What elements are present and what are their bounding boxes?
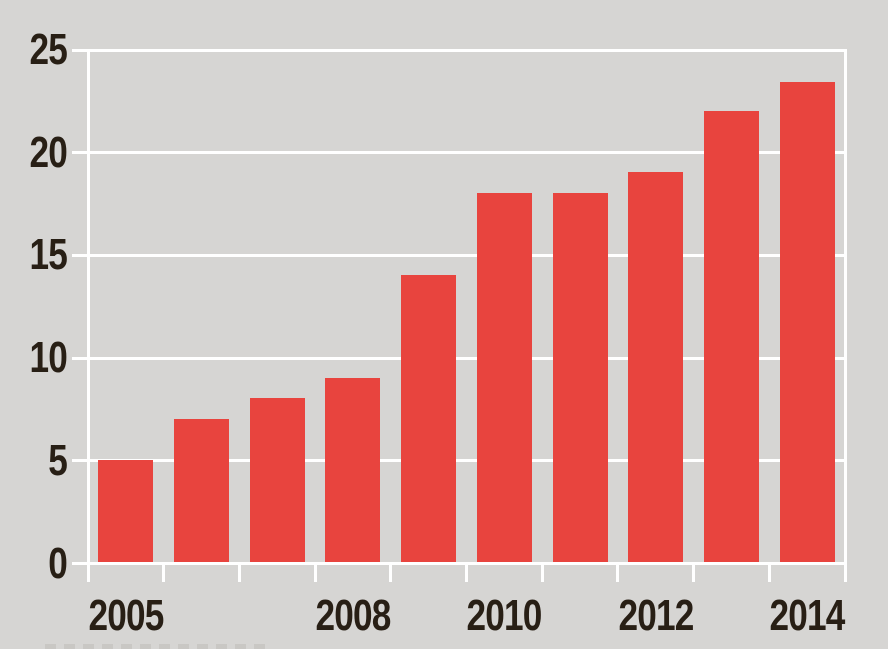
x-axis-tick-mark-8 bbox=[692, 564, 696, 582]
bar-2005 bbox=[98, 459, 154, 563]
bar-2007 bbox=[249, 398, 305, 563]
x-axis-tick-mark-9 bbox=[767, 564, 771, 582]
bar-2010 bbox=[476, 192, 532, 563]
bar-2013 bbox=[703, 110, 759, 563]
x-axis-tick-mark-4 bbox=[389, 564, 393, 582]
x-axis-tick-mark-10 bbox=[843, 564, 847, 582]
bar-2008 bbox=[325, 377, 381, 563]
gridline-y-20 bbox=[72, 151, 847, 155]
gridline-y-25 bbox=[72, 48, 847, 52]
bar-2014 bbox=[779, 81, 835, 563]
gridline-y-0 bbox=[72, 562, 847, 565]
x-axis-tick-mark-3 bbox=[313, 564, 317, 582]
bar-2012 bbox=[628, 172, 684, 563]
y-axis-tick-label-15: 15 bbox=[29, 230, 67, 280]
y-axis-tick-label-0: 0 bbox=[48, 538, 68, 588]
x-axis-tick-label-2008: 2008 bbox=[315, 591, 391, 640]
x-axis-tick-label-2012: 2012 bbox=[618, 591, 694, 640]
x-axis-tick-label-2005: 2005 bbox=[88, 591, 164, 640]
bar-2009 bbox=[401, 274, 457, 563]
x-axis-tick-mark-6 bbox=[540, 564, 544, 582]
gridline-y-10 bbox=[72, 356, 847, 360]
y-axis-tick-label-20: 20 bbox=[29, 127, 67, 177]
gridline-y-5 bbox=[72, 459, 847, 463]
cropped-text-sliver bbox=[45, 644, 270, 649]
y-axis-tick-label-10: 10 bbox=[29, 333, 67, 383]
x-axis-tick-label-2014: 2014 bbox=[769, 591, 846, 640]
bar-2011 bbox=[552, 192, 608, 563]
plot-left-frame-line bbox=[86, 48, 90, 565]
y-axis-tick-label-25: 25 bbox=[29, 25, 67, 74]
bar-2006 bbox=[174, 418, 230, 563]
y-axis-tick-label-5: 5 bbox=[48, 435, 68, 485]
x-axis-tick-mark-2 bbox=[237, 564, 241, 582]
gridline-y-15 bbox=[72, 253, 847, 257]
x-axis-tick-mark-1 bbox=[162, 564, 166, 582]
x-axis-tick-mark-0 bbox=[86, 564, 90, 582]
x-axis-tick-label-2010: 2010 bbox=[466, 591, 543, 640]
x-axis-tick-mark-5 bbox=[465, 564, 468, 582]
plot-right-frame-line bbox=[843, 48, 847, 565]
x-axis-tick-mark-7 bbox=[616, 564, 620, 582]
